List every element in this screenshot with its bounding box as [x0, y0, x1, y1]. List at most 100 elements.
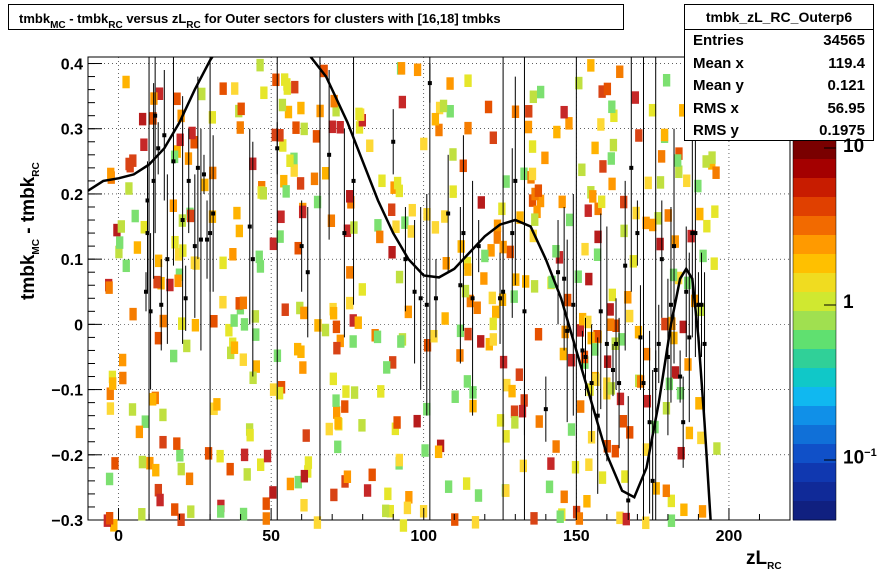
heatmap-cell [278, 98, 287, 112]
heatmap-cell [619, 415, 628, 428]
profile-point [571, 302, 576, 307]
heatmap-cell [178, 317, 186, 330]
profile-point [391, 139, 396, 144]
heatmap-cell [675, 165, 683, 179]
heatmap-cell [292, 121, 300, 134]
colorbar-segment [793, 216, 836, 236]
heatmap-cell [473, 301, 481, 315]
heatmap-cell [185, 472, 194, 486]
heatmap-cell [530, 512, 538, 525]
heatmap-cell [664, 209, 672, 222]
heatmap-cell [675, 147, 683, 160]
heatmap-cell [343, 224, 352, 238]
heatmap-cell [631, 91, 639, 104]
heatmap-cell [302, 429, 310, 442]
profile-point [145, 231, 150, 236]
heatmap-cell [377, 385, 385, 398]
heatmap-cell [642, 443, 650, 456]
profile-point [702, 341, 707, 346]
heatmap-cell [310, 172, 319, 186]
heatmap-cell [190, 135, 198, 149]
heatmap-cell [329, 306, 338, 320]
heatmap-cell [237, 102, 245, 116]
heatmap-cell [281, 303, 289, 316]
heatmap-cell [343, 470, 352, 483]
profile-point [510, 231, 515, 236]
heatmap-cell [294, 475, 302, 489]
heatmap-cell [642, 516, 650, 530]
heatmap-cell [393, 176, 402, 190]
profile-point [614, 341, 619, 346]
heatmap-cell [575, 512, 584, 525]
profile-point [198, 237, 203, 242]
heatmap-cell [201, 178, 209, 192]
heatmap-cell [149, 393, 157, 406]
heatmap-cell [662, 73, 671, 87]
x-tick-label: 200 [716, 528, 743, 545]
heatmap-cell [299, 361, 307, 374]
heatmap-cell [118, 353, 127, 367]
heatmap-cell [442, 257, 450, 270]
heatmap-cell [493, 231, 501, 244]
heatmap-cell [594, 202, 602, 216]
heatmap-cell [219, 82, 227, 95]
heatmap-cell [314, 319, 322, 332]
heatmap-cell [674, 271, 683, 285]
profile-point [446, 211, 451, 216]
heatmap-cell [405, 491, 413, 504]
heatmap-cell [603, 82, 612, 96]
heatmap-cell [599, 160, 607, 173]
y-tick-label: −0.3 [51, 513, 83, 530]
heatmap-cell [528, 194, 537, 207]
heatmap-cell [498, 202, 506, 216]
heatmap-cell [216, 449, 224, 463]
heatmap-cell [378, 174, 386, 188]
heatmap-cell [702, 155, 710, 168]
heatmap-cell [138, 112, 147, 126]
heatmap-cell [291, 80, 299, 94]
heatmap-cell [174, 274, 182, 288]
title-box: tmbkMC - tmbkRC versus zLRC for Outer se… [8, 4, 624, 31]
heatmap-cell [350, 386, 359, 399]
heatmap-cell [584, 315, 592, 329]
heatmap-cell [392, 220, 400, 233]
heatmap-cell [574, 270, 582, 283]
heatmap-cell [251, 310, 260, 323]
heatmap-cell [155, 87, 164, 100]
heatmap-cell [294, 241, 302, 255]
heatmap-cell [105, 511, 114, 525]
heatmap-cell [530, 280, 539, 293]
heatmap-cell [498, 293, 507, 306]
heatmap-cell [444, 480, 453, 493]
profile-point [522, 309, 527, 314]
heatmap-cell [233, 206, 241, 220]
heatmap-cell [252, 328, 260, 341]
profile-point [513, 178, 518, 183]
profile-point [580, 348, 585, 353]
heatmap-cell [441, 312, 449, 325]
heatmap-cell [153, 275, 161, 289]
heatmap-cell [502, 175, 510, 188]
heatmap-cell [577, 400, 585, 413]
profile-point [687, 335, 692, 340]
heatmap-cell [463, 256, 472, 270]
heatmap-cell [591, 141, 599, 155]
heatmap-cell [140, 220, 148, 234]
heatmap-cell [667, 514, 676, 527]
heatmap-cell [671, 366, 680, 379]
profile-point [211, 211, 216, 216]
heatmap-cell [171, 503, 179, 516]
heatmap-cell [300, 469, 309, 483]
profile-point [647, 420, 652, 425]
stats-row: Mean x 119.4 [693, 54, 865, 72]
profile-point [299, 244, 304, 249]
heatmap-cell [397, 62, 406, 75]
heatmap-cell [511, 416, 519, 429]
profile-point [583, 354, 588, 359]
heatmap-cell [177, 513, 185, 526]
heatmap-cell [149, 112, 157, 125]
heatmap-cell [515, 368, 523, 381]
heatmap-cell [349, 314, 357, 327]
heatmap-cell [131, 209, 139, 223]
